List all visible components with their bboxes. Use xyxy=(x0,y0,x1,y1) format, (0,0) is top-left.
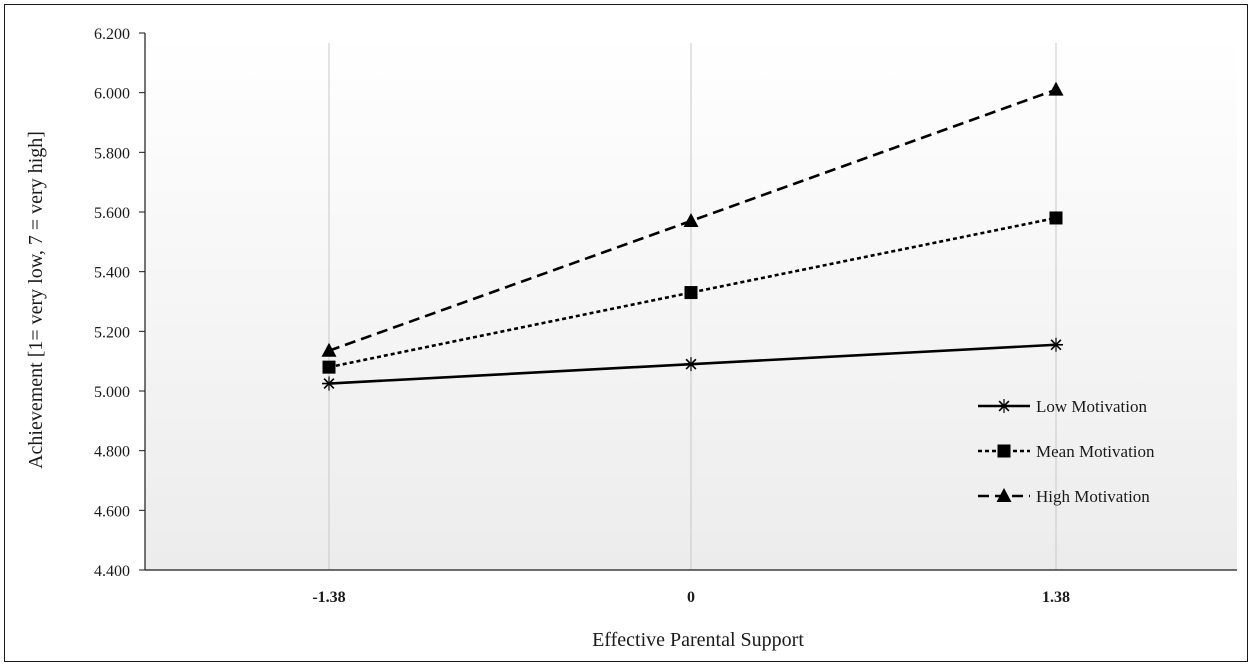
series-layer xyxy=(321,81,1064,391)
data-point-0-0 xyxy=(322,376,336,391)
series-0 xyxy=(322,337,1063,391)
x-tick-label-0: -1.38 xyxy=(312,589,345,606)
data-point-2-2 xyxy=(1048,81,1064,96)
y-tick-label-9: 6.200 xyxy=(94,26,130,43)
legend-marker-2 xyxy=(996,488,1012,502)
y-tick-label-2: 4.800 xyxy=(94,444,130,461)
y-axis: 4.400 4.600 4.800 5.000 5.200 5.400 5.600 5.800… xyxy=(94,26,146,580)
series-1 xyxy=(322,211,1063,374)
data-point-2-0 xyxy=(321,342,337,357)
x-tick-label-2: 1.38 xyxy=(1042,589,1070,606)
y-tick-label-4: 5.200 xyxy=(94,324,130,341)
legend: Low Motivation Mean Motivation High Motiva… xyxy=(978,397,1155,506)
legend-entry-0: Low Motivation xyxy=(978,397,1147,416)
y-tick-label-6: 5.600 xyxy=(94,205,130,222)
series-line-1 xyxy=(328,216,1057,369)
data-point-1-1 xyxy=(684,286,698,300)
series-2 xyxy=(321,81,1064,357)
y-tick-label-0: 4.400 xyxy=(94,563,130,580)
x-axis-title: Effective Parental Support xyxy=(592,629,804,651)
data-point-0-2 xyxy=(1049,337,1063,352)
legend-marker-0 xyxy=(997,399,1011,413)
grid-lines xyxy=(328,43,1057,570)
y-tick-label-3: 5.000 xyxy=(94,384,130,401)
legend-entry-1: Mean Motivation xyxy=(978,442,1155,461)
data-point-1-0 xyxy=(322,360,336,374)
legend-label-1: Mean Motivation xyxy=(1036,442,1155,461)
data-point-0-1 xyxy=(684,357,698,372)
y-axis-title: Achievement [1= very low, 7 = very high] xyxy=(25,131,47,469)
y-tick-label-5: 5.400 xyxy=(94,265,130,282)
data-point-1-2 xyxy=(1049,211,1063,225)
legend-marker-1 xyxy=(997,444,1011,458)
legend-label-0: Low Motivation xyxy=(1036,397,1147,416)
x-tick-label-1: 0 xyxy=(687,589,695,606)
legend-entry-2: High Motivation xyxy=(978,487,1150,506)
x-axis: -1.38 0 1.38 xyxy=(145,569,1237,606)
y-tick-label-8: 6.000 xyxy=(94,86,130,103)
y-tick-label-7: 5.800 xyxy=(94,145,130,162)
legend-label-2: High Motivation xyxy=(1036,487,1150,506)
data-point-2-1 xyxy=(683,212,699,227)
y-tick-label-1: 4.600 xyxy=(94,503,130,520)
